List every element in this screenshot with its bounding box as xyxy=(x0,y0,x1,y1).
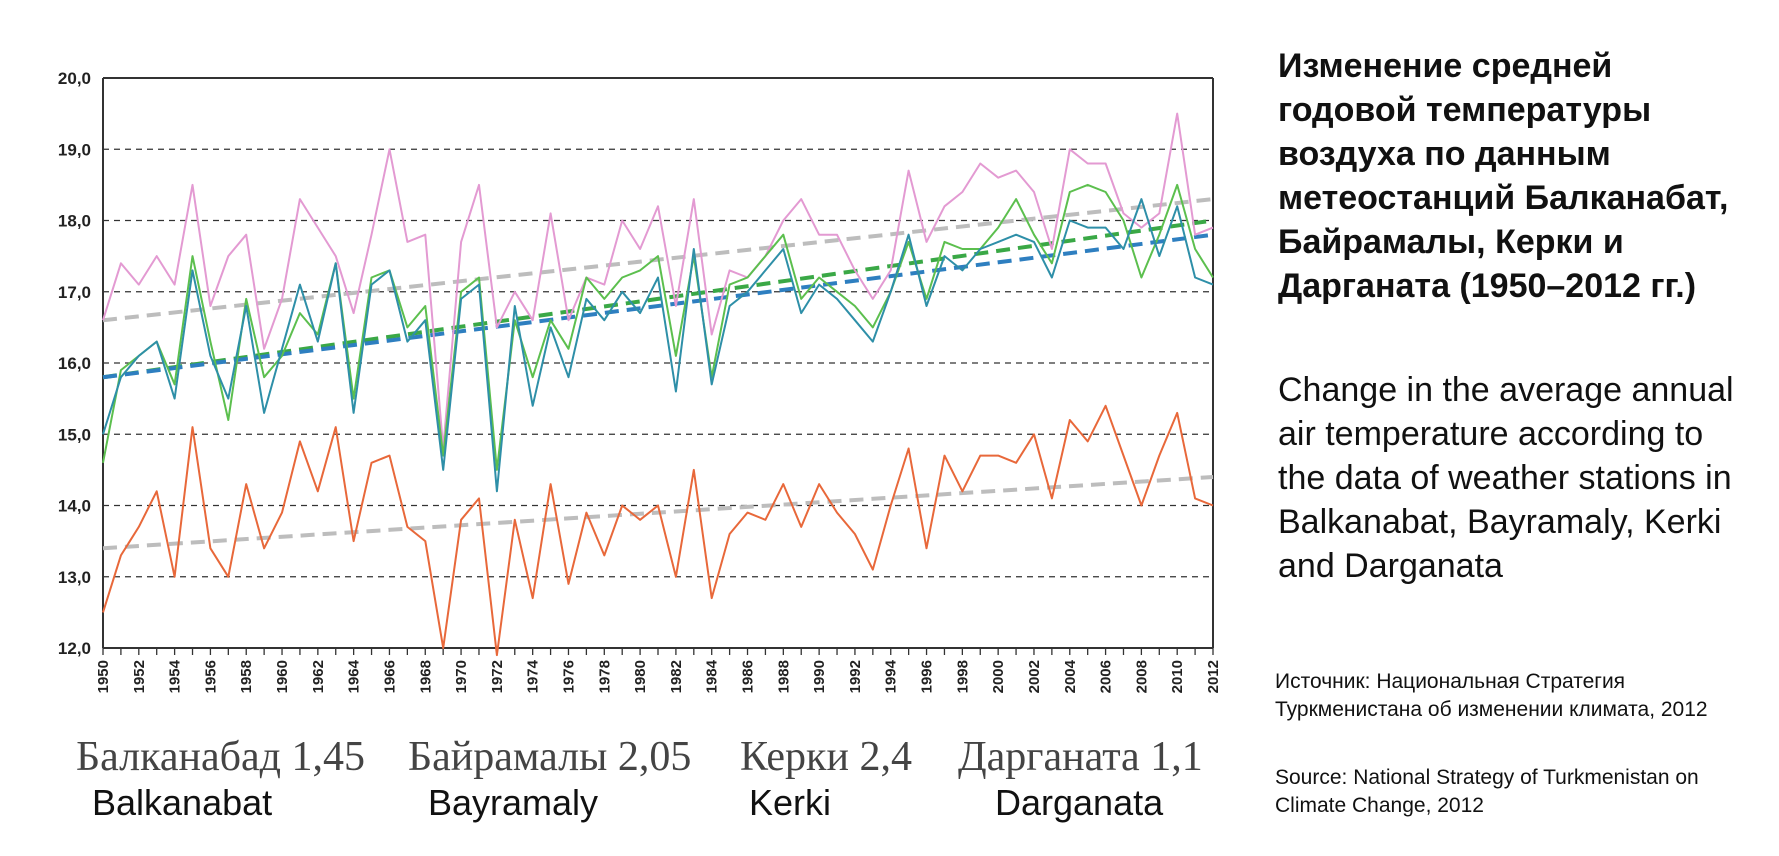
x-tick-label: 1952 xyxy=(131,660,148,693)
x-tick-label: 1958 xyxy=(238,660,255,693)
x-tick-label: 1974 xyxy=(525,659,542,693)
chart-title-en: Change in the average annual air tempera… xyxy=(1278,371,1734,585)
x-tick-label: 2004 xyxy=(1062,659,1079,693)
x-tick-label: 1956 xyxy=(202,660,219,693)
x-tick-label: 1962 xyxy=(310,660,327,693)
data-series xyxy=(102,112,1214,657)
x-tick-label: 1982 xyxy=(668,660,685,693)
y-tick-label: 20,0 xyxy=(58,69,91,88)
station-label-balkanabat-ru: Балканабад 1,45 xyxy=(76,734,365,780)
x-tick-label: 1960 xyxy=(274,660,291,693)
x-tick-label: 1980 xyxy=(632,660,649,693)
x-tick-label: 1966 xyxy=(381,660,398,693)
x-tick-label: 1972 xyxy=(489,660,506,693)
tick-labels: 12,0 13,0 14,0 15,0 16,0 17,0 18,0 19,0 20,0 1950… xyxy=(58,69,1222,693)
x-tick-label: 1976 xyxy=(560,660,577,693)
x-tick-label: 1970 xyxy=(453,660,470,693)
y-tick-label: 15,0 xyxy=(58,425,91,444)
station-label-bayramaly-en: Bayramaly xyxy=(428,782,599,823)
y-tick-label: 19,0 xyxy=(58,140,91,159)
x-tick-label: 1992 xyxy=(847,660,864,693)
x-tick-label: 1990 xyxy=(811,660,828,693)
x-tick-label: 1996 xyxy=(919,660,936,693)
station-label-darganata-ru: Дарганата 1,1 xyxy=(958,734,1203,780)
y-tick-label: 12,0 xyxy=(58,639,91,658)
x-tick-label: 1950 xyxy=(95,660,112,693)
station-label-kerki-ru: Керки 2,4 xyxy=(740,734,912,780)
station-label-balkanabat-en: Balkanabat xyxy=(92,782,273,823)
y-tick-label: 18,0 xyxy=(58,212,91,231)
x-tick-label: 1964 xyxy=(346,659,363,693)
x-tick-label: 1954 xyxy=(167,659,184,693)
axes xyxy=(102,77,1214,655)
y-tick-label: 13,0 xyxy=(58,568,91,587)
x-tick-label: 2012 xyxy=(1205,660,1222,693)
series-line xyxy=(102,404,1214,657)
x-tick-label: 1988 xyxy=(775,660,792,693)
x-tick-label: 1998 xyxy=(954,660,971,693)
station-label-bayramaly-ru: Байрамалы 2,05 xyxy=(408,734,692,780)
trend-line xyxy=(102,232,1214,380)
chart-title-ru: Изменение средней годовой температуры во… xyxy=(1278,47,1729,305)
trend-line xyxy=(102,475,1214,551)
x-tick-label: 2010 xyxy=(1169,660,1186,693)
y-tick-label: 17,0 xyxy=(58,283,91,302)
x-tick-label: 2008 xyxy=(1133,660,1150,693)
x-tick-label: 1984 xyxy=(704,659,721,693)
x-tick-label: 1994 xyxy=(883,659,900,693)
x-tick-label: 1968 xyxy=(417,660,434,693)
temperature-chart: 12,0 13,0 14,0 15,0 16,0 17,0 18,0 19,0 20,0 1950… xyxy=(58,69,1222,693)
x-tick-label: 1986 xyxy=(740,660,757,693)
x-tick-label: 1978 xyxy=(596,660,613,693)
source-note-en: Source: National Strategy of Turkmenista… xyxy=(1275,766,1699,817)
y-tick-label: 14,0 xyxy=(58,497,91,516)
station-label-kerki-en: Kerki xyxy=(749,782,832,823)
x-tick-label: 2006 xyxy=(1098,660,1115,693)
x-tick-label: 2000 xyxy=(990,660,1007,693)
series-line xyxy=(102,198,1214,493)
x-tick-label: 2002 xyxy=(1026,660,1043,693)
y-tick-label: 16,0 xyxy=(58,354,91,373)
trend-lines xyxy=(102,197,1214,551)
trend-line xyxy=(102,218,1214,380)
source-note-ru: Источник: Национальная Стратегия Туркмен… xyxy=(1275,670,1708,721)
series-line xyxy=(102,183,1214,471)
station-label-darganata-en: Darganata xyxy=(995,782,1164,823)
series-line xyxy=(102,112,1214,450)
